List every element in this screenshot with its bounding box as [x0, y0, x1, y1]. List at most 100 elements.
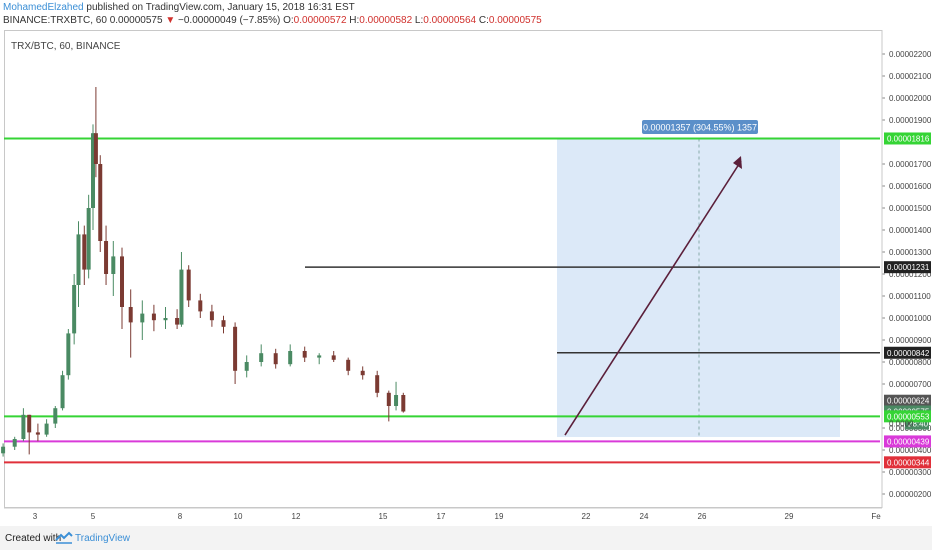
candle-body	[259, 353, 264, 362]
created-with-text: Created with	[5, 533, 62, 544]
candle-body	[104, 241, 109, 274]
price-tag: 0.00000553	[887, 412, 930, 421]
candle-body	[82, 234, 87, 270]
projection-arrow	[564, 160, 742, 436]
candle-body	[12, 439, 17, 447]
price-tag: 0.00000842	[887, 349, 930, 358]
chart-header: MohamedElzahed published on TradingView.…	[0, 0, 932, 28]
tradingview-logo-icon[interactable]	[55, 531, 73, 544]
candle-body	[233, 326, 238, 371]
x-tick-label: 5	[91, 512, 96, 521]
measure-label-bg	[642, 120, 758, 134]
candle-body	[209, 311, 214, 321]
tradingview-brand[interactable]: TradingView	[75, 533, 131, 544]
candle-body	[21, 414, 26, 439]
y-tick-label: 0.00000400	[889, 446, 932, 455]
candle-body	[53, 408, 58, 424]
open-value: 0.00000572	[293, 15, 347, 26]
y-tick-label: 0.00001500	[889, 204, 932, 213]
price-tag: 0.00001231	[887, 263, 930, 272]
low-value: 0.00000564	[423, 15, 477, 26]
candle-body	[66, 333, 71, 376]
price-chart[interactable]: 0.00001357 (304.55%) 1357 0.00002200 0.000…	[0, 0, 932, 526]
ticker-label: BINANCE:TRXBTC, 60	[3, 15, 107, 26]
candle-body	[331, 355, 336, 360]
change-value: −0.00000049 (−7.85%)	[178, 15, 281, 26]
y-tick-partial: 0.0000	[889, 420, 914, 429]
candle-body	[151, 313, 156, 321]
candle-body	[163, 318, 168, 321]
candle-body	[394, 395, 399, 406]
y-tick-label: 0.00001600	[889, 182, 932, 191]
y-tick-label: 0.00001100	[889, 292, 931, 301]
candle-body	[288, 351, 293, 365]
close-label: C:	[478, 15, 489, 26]
x-tick-label: 22	[582, 512, 591, 521]
price-tag-bg	[884, 346, 931, 359]
close-value: 0.00000575	[488, 15, 542, 26]
symbol-label: TRX/BTC, 60, BINANCE	[11, 41, 121, 52]
y-tick-label: 0.00002200	[889, 50, 932, 59]
candle-body	[375, 375, 380, 393]
footer-bar: Created with TradingView	[0, 526, 932, 550]
y-tick-label: 0.00000200	[889, 490, 932, 499]
y-tick-label: 0.00001700	[889, 160, 932, 169]
candle-body	[91, 133, 95, 208]
high-label: H:	[349, 15, 360, 26]
y-tick-label: 0.00001000	[889, 314, 932, 323]
y-tick-label: 0.00000900	[889, 336, 932, 345]
y-tick-label: 0.00001900	[889, 116, 932, 125]
price-tag: 28:40	[908, 420, 929, 429]
author-link[interactable]: MohamedElzahed	[3, 2, 84, 13]
candle-body	[317, 355, 322, 358]
ohlc-line: BINANCE:TRXBTC, 60 0.00000575 ▼ −0.00000…	[3, 15, 542, 27]
open-label: O:	[283, 15, 294, 26]
price-tag: 0.00000439	[887, 437, 930, 446]
y-tick-label: 0.00001200	[889, 270, 932, 279]
x-tick-label: 10	[234, 512, 243, 521]
candle-body	[244, 362, 249, 371]
price-tag-bg	[884, 261, 931, 274]
price-tag-bg	[884, 394, 931, 407]
x-tick-label: 8	[178, 512, 183, 521]
candle-body	[346, 359, 351, 371]
candle-body	[221, 320, 226, 327]
candle-body	[401, 395, 406, 412]
candle-body	[27, 414, 32, 433]
y-tick-label: 0.00000300	[889, 468, 932, 477]
candle-body	[86, 208, 91, 270]
down-arrow-icon: ▼	[165, 15, 176, 26]
y-tick-label: 0.00002000	[889, 94, 932, 103]
price-tag: 0.00001816	[887, 134, 930, 143]
low-label: L:	[414, 15, 424, 26]
arrow-head-icon	[733, 156, 742, 169]
price-tag-bg	[884, 132, 931, 145]
x-tick-label: 26	[698, 512, 707, 521]
x-tick-label: 12	[292, 512, 301, 521]
price-tag: 0.00000624	[887, 397, 930, 406]
candle-body	[120, 256, 124, 307]
candle-body	[360, 370, 365, 376]
publish-text: published on TradingView.com, January 15…	[86, 2, 355, 13]
x-tick-label: 29	[785, 512, 794, 521]
x-tick-label: 17	[437, 512, 446, 521]
candle-body	[179, 269, 184, 325]
price-tag-bg	[884, 456, 931, 469]
candle-body	[198, 300, 203, 312]
price-tag-bg	[884, 435, 931, 448]
candle-body	[93, 133, 98, 164]
candle-body	[98, 164, 103, 241]
candle-body	[76, 234, 81, 285]
candle-body	[140, 313, 145, 323]
candle-body	[128, 307, 133, 323]
candle-body	[186, 269, 191, 301]
y-tick-label: 0.00001300	[889, 248, 932, 257]
price-tag: 0.00000344	[887, 458, 930, 467]
x-tick-label: Fe	[871, 512, 881, 521]
y-tick-label: 0.00002100	[889, 72, 932, 81]
candle-body	[60, 375, 65, 409]
candle-body	[111, 256, 116, 274]
candle-body	[35, 432, 40, 435]
candle-body	[175, 318, 180, 325]
y-tick-label: 0.00000800	[889, 358, 932, 367]
